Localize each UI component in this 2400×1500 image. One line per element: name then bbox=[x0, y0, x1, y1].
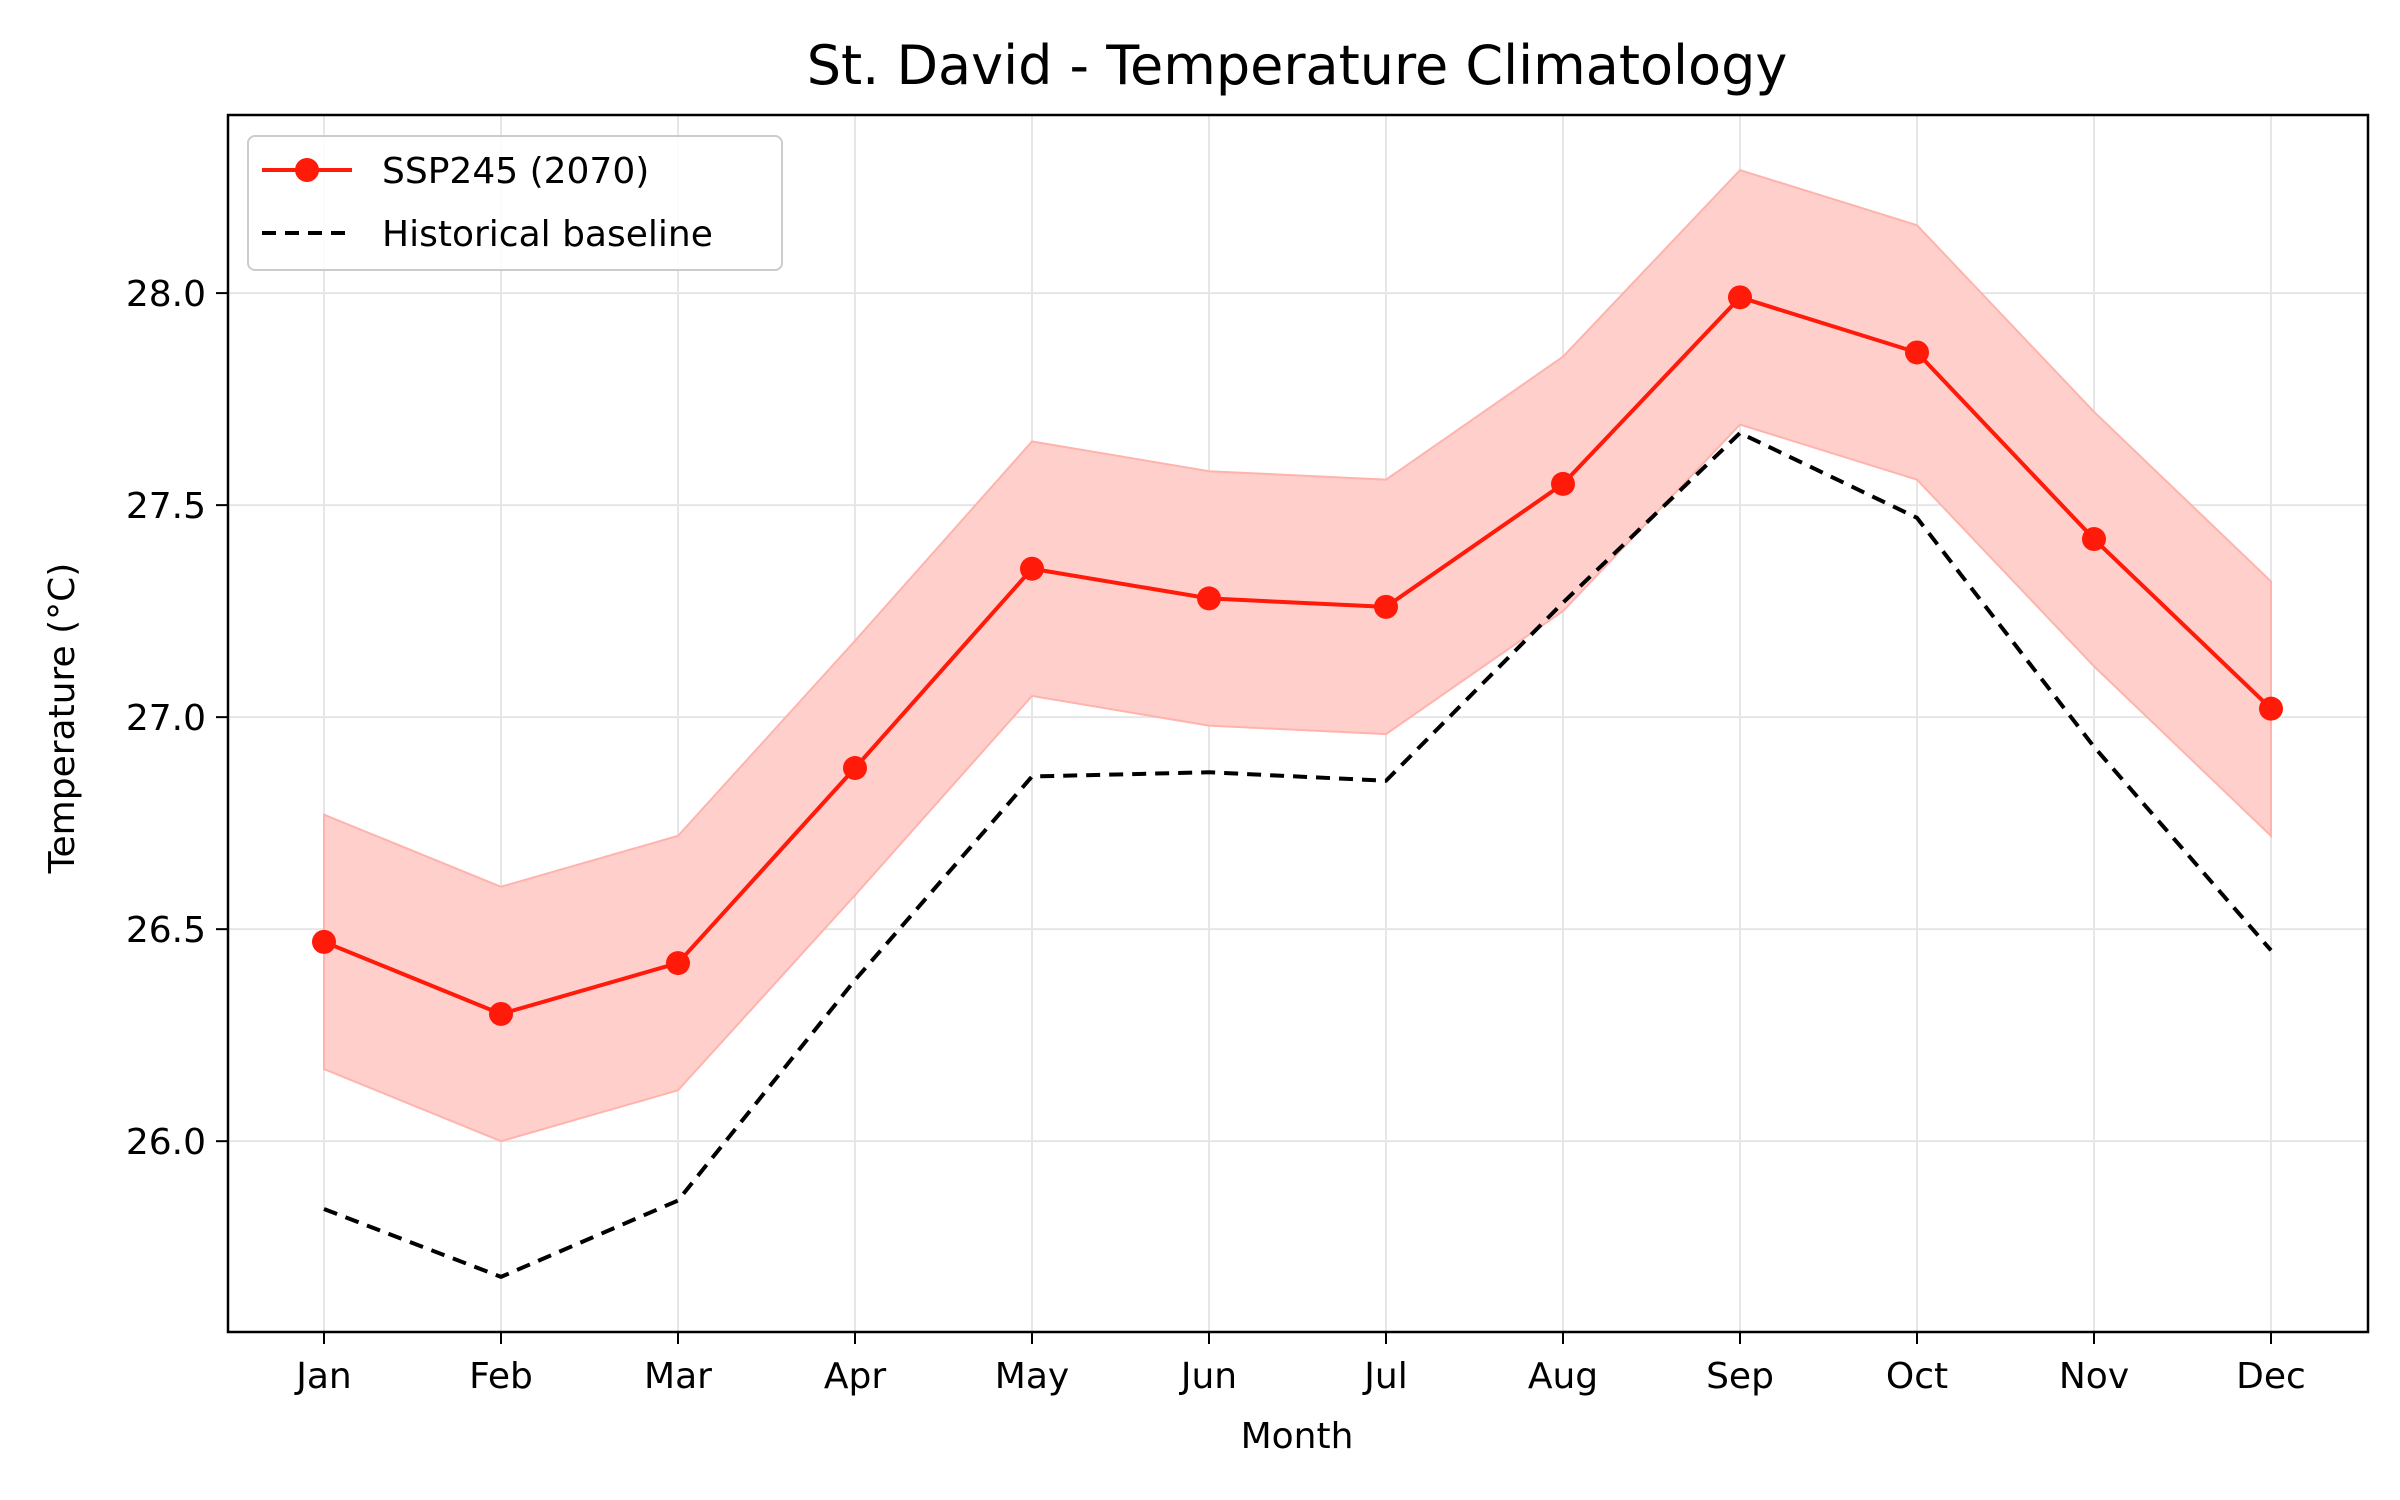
x-tick-label: Mar bbox=[644, 1356, 712, 1397]
x-tick-label: Jun bbox=[1179, 1356, 1237, 1397]
legend: SSP245 (2070) Historical baseline bbox=[247, 135, 783, 271]
x-tick-label: Dec bbox=[2236, 1356, 2306, 1397]
ssp245-point bbox=[843, 756, 867, 781]
legend-box bbox=[247, 135, 783, 271]
ssp245-point bbox=[666, 951, 690, 976]
ssp245-point bbox=[1551, 471, 1575, 496]
legend-label: SSP245 (2070) bbox=[382, 151, 649, 192]
plot-frame bbox=[226, 113, 2370, 1334]
band-layer bbox=[323, 168, 2272, 1143]
x-tick-label: Aug bbox=[1528, 1356, 1598, 1397]
ssp245-point bbox=[312, 929, 336, 954]
marker-layer bbox=[312, 285, 2283, 1026]
legend-label: Historical baseline bbox=[382, 214, 713, 255]
ssp245-line bbox=[323, 295, 2273, 1016]
ssp245-point bbox=[1197, 586, 1221, 611]
ssp245-point bbox=[2082, 527, 2106, 552]
x-axis: Jan Feb Mar Apr May Jun Jul Aug Sep Oct Nov Dec bbox=[294, 1332, 2306, 1397]
y-tick-label: 27.0 bbox=[126, 698, 206, 739]
y-tick-label: 26.0 bbox=[126, 1122, 206, 1163]
x-tick-label: Oct bbox=[1886, 1356, 1948, 1397]
chart-title: St. David - Temperature Climatology bbox=[807, 34, 1788, 97]
y-axis: 26.0 26.5 27.0 27.5 28.0 bbox=[126, 274, 228, 1163]
x-tick-label: Jan bbox=[294, 1356, 352, 1397]
y-tick-label: 28.0 bbox=[126, 274, 206, 315]
uncertainty-band bbox=[323, 168, 2272, 1143]
ssp245-point bbox=[1728, 285, 1752, 310]
x-tick-label: Feb bbox=[469, 1356, 533, 1397]
ssp245-point bbox=[2259, 696, 2283, 721]
x-tick-label: May bbox=[995, 1356, 1069, 1397]
ssp245-point bbox=[1374, 594, 1398, 619]
historical-baseline-line bbox=[323, 431, 2273, 1279]
line-layer bbox=[323, 295, 2273, 1279]
ssp245-point bbox=[489, 1001, 513, 1026]
y-tick-label: 27.5 bbox=[126, 486, 206, 527]
x-tick-label: Nov bbox=[2059, 1356, 2129, 1397]
x-tick-label: Sep bbox=[1706, 1356, 1774, 1397]
y-tick-label: 26.5 bbox=[126, 910, 206, 951]
y-axis-label: Temperature (°C) bbox=[42, 563, 83, 875]
legend-swatch-marker bbox=[295, 158, 319, 182]
x-tick-label: Jul bbox=[1362, 1356, 1407, 1397]
x-axis-label: Month bbox=[1241, 1416, 1354, 1457]
x-tick-label: Apr bbox=[824, 1356, 886, 1397]
ssp245-point bbox=[1905, 340, 1929, 365]
ssp245-point bbox=[1020, 556, 1044, 581]
